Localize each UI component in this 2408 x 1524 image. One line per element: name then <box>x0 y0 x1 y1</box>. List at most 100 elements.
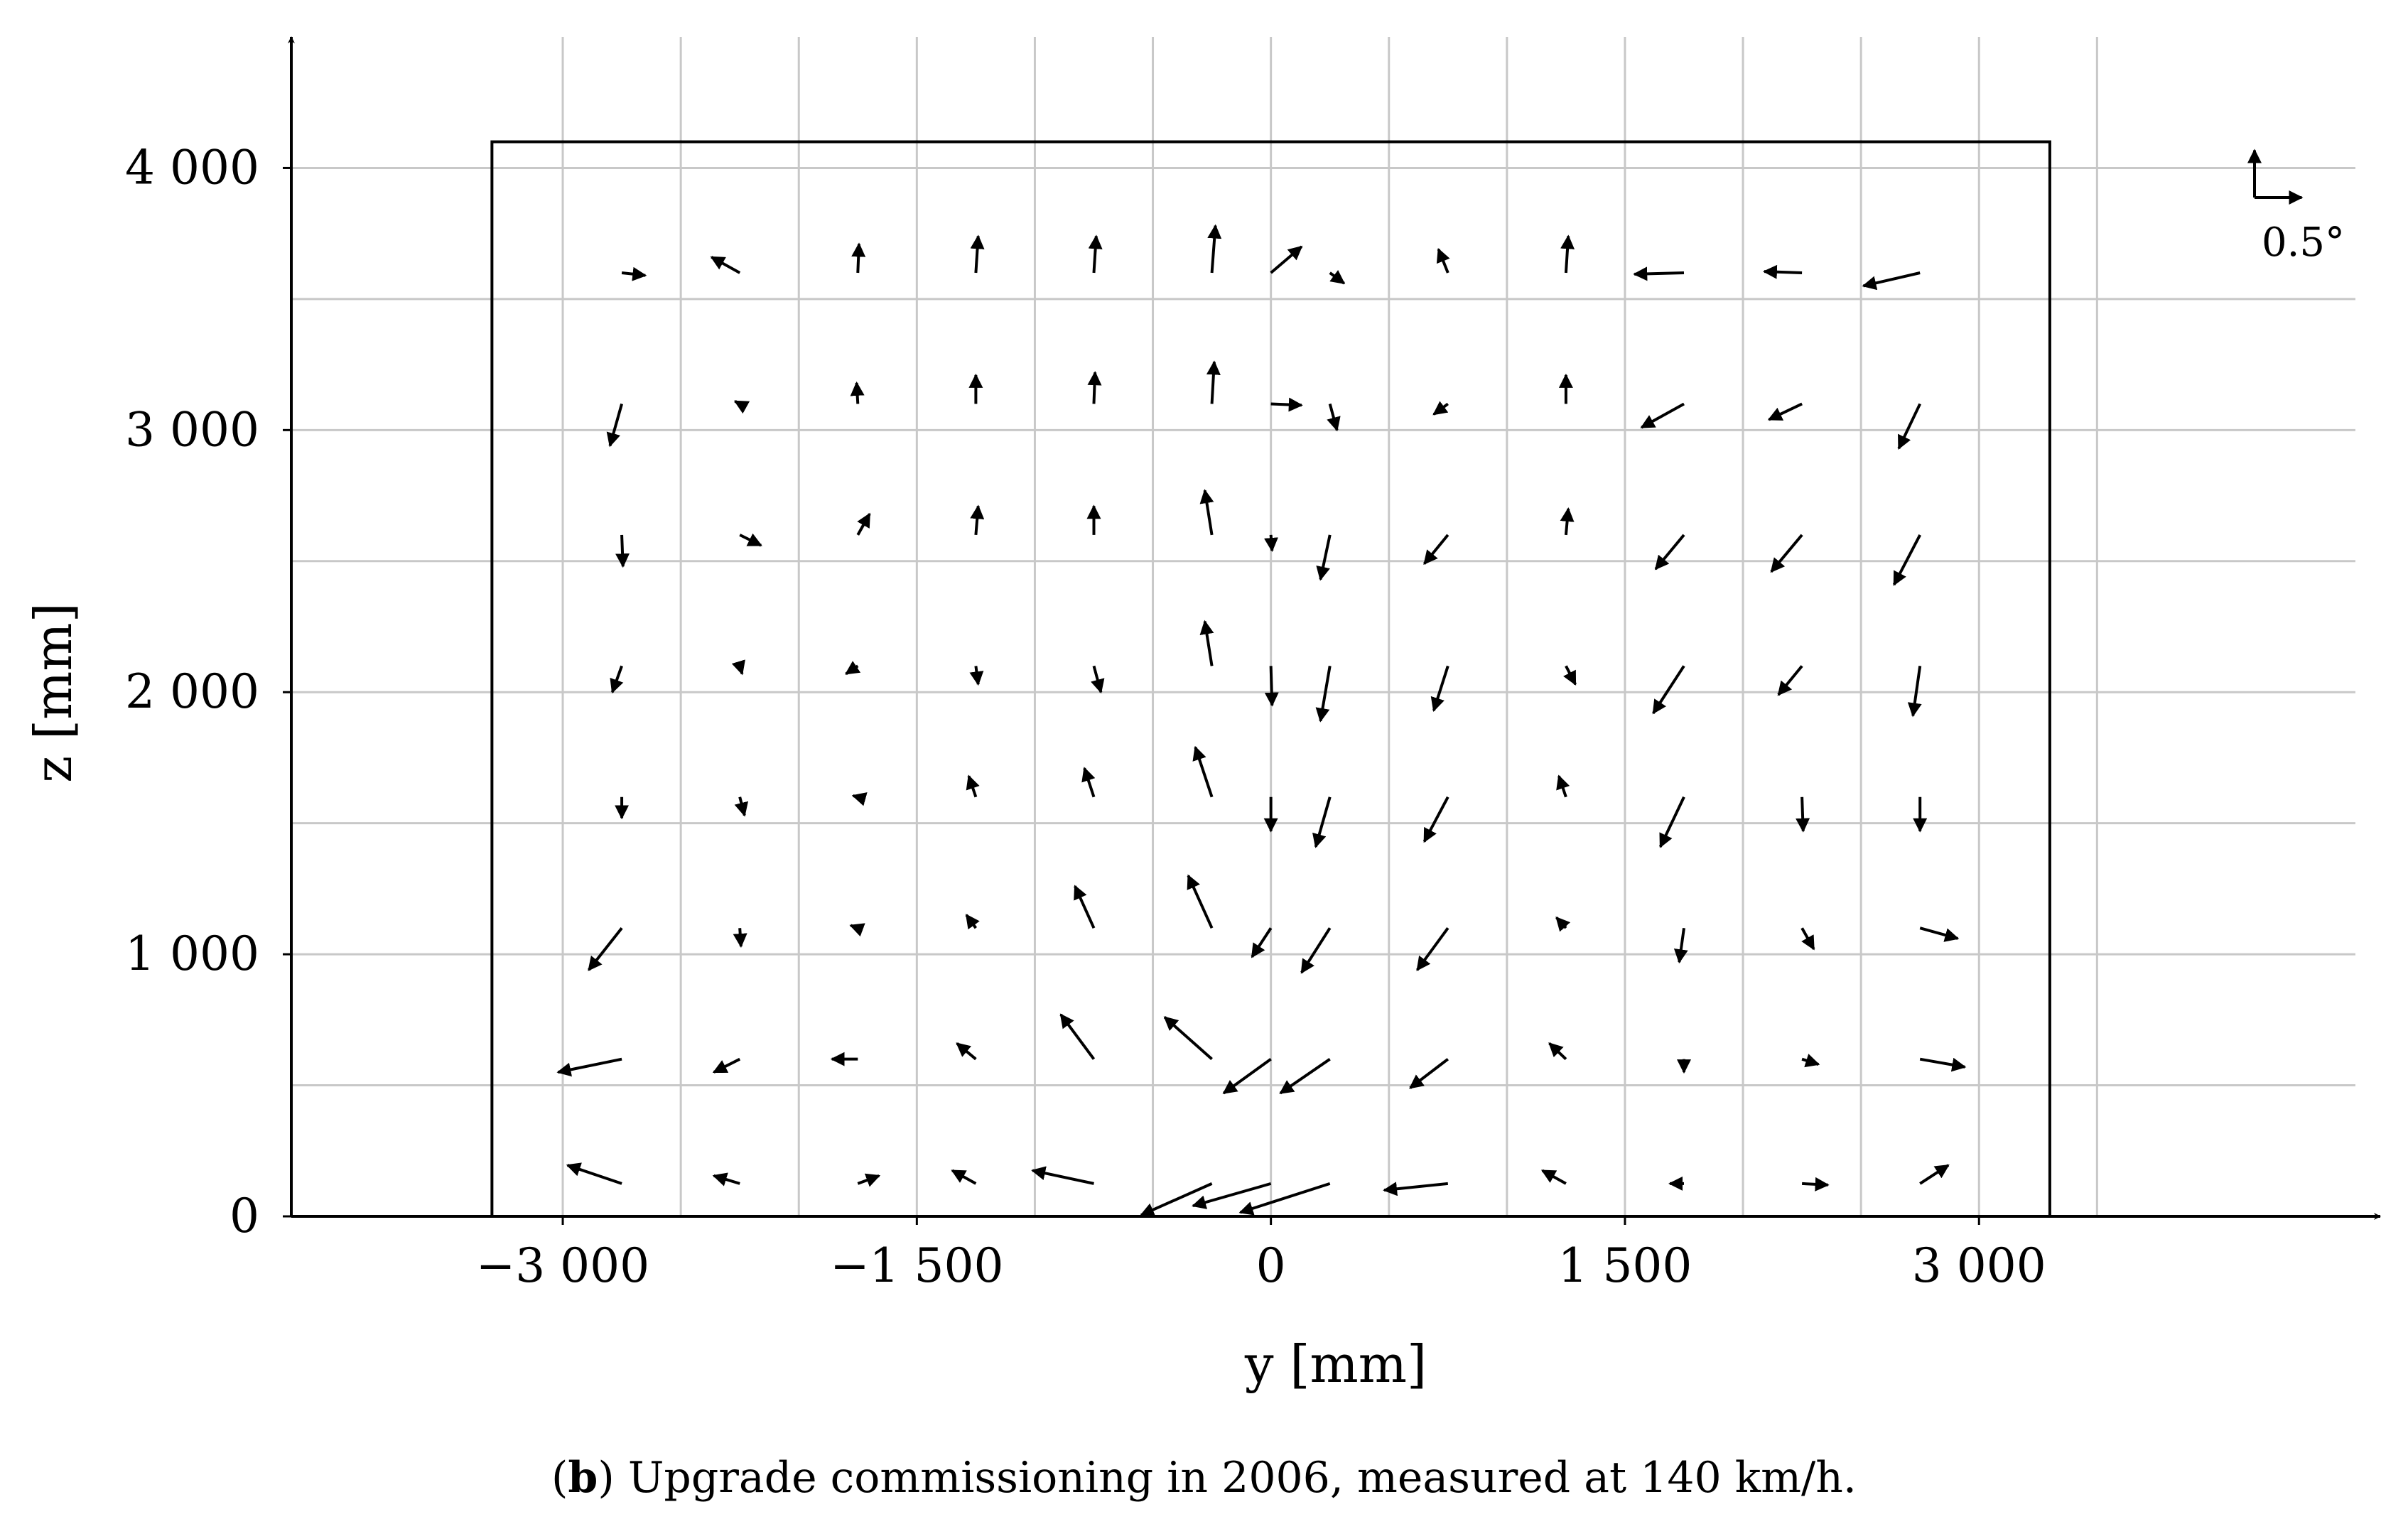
figure-caption: (b) Upgrade commissioning in 2006, measu… <box>551 1453 1857 1503</box>
vector-arrow <box>733 928 747 949</box>
vector-arrow <box>1315 665 1332 723</box>
y-tick-label: 1 000 <box>125 926 259 981</box>
vector-arrow <box>734 796 749 817</box>
vector-arrow <box>1059 1013 1096 1060</box>
vector-arrow <box>1862 271 1921 291</box>
vector-arrow <box>1796 796 1810 833</box>
vector-arrow <box>1140 1182 1213 1216</box>
vector-arrow <box>1423 534 1449 566</box>
vector-arrow <box>556 1057 622 1077</box>
vector-arrow <box>1091 665 1105 694</box>
vector-arrow <box>849 923 865 937</box>
axes <box>283 36 2381 1225</box>
vector-arrow <box>1430 665 1449 712</box>
vector-arrow <box>1270 245 1303 274</box>
vector-arrow <box>1199 620 1214 666</box>
vector-arrow <box>851 792 868 806</box>
vector-arrow <box>1206 360 1221 404</box>
vector-arrow <box>1652 665 1685 715</box>
vector-arrow <box>1762 264 1803 279</box>
vector-arrow <box>1563 665 1577 686</box>
vector-arrow <box>970 234 985 274</box>
x-tick-label: 1 500 <box>1557 1238 1692 1293</box>
y-tick-label: 4 000 <box>125 140 259 195</box>
vector-arrow <box>1263 534 1278 553</box>
vector-arrow <box>731 659 745 676</box>
vector-arrow <box>1770 534 1803 573</box>
scale-arrow: 0.5° <box>2247 148 2345 266</box>
vector-arrow <box>1432 401 1449 416</box>
x-axis-label: y [mm] <box>1244 1334 1427 1394</box>
vector-arrow <box>1327 403 1341 432</box>
vector-arrow <box>1800 927 1815 951</box>
y-tick-label: 2 000 <box>125 664 259 719</box>
vector-arrow <box>1897 403 1922 450</box>
vector-arrow <box>733 400 750 414</box>
vector-arrow <box>1207 224 1222 274</box>
vector-arrow <box>1163 1016 1213 1061</box>
vector-arrow <box>969 666 984 686</box>
vector-arrow <box>606 403 624 448</box>
vector-arrow <box>710 256 741 274</box>
vector-arrow <box>1658 796 1685 848</box>
vector-arrow <box>1074 885 1096 929</box>
vector-arrow <box>951 1169 977 1185</box>
vector-arrow <box>1919 926 1960 942</box>
vector-arrow <box>1087 371 1102 404</box>
caption-text: ) Upgrade commissioning in 2006, measure… <box>598 1453 1857 1503</box>
caption-label: b <box>568 1453 598 1503</box>
y-axis-label: z [mm] <box>23 602 83 783</box>
scale-label: 0.5° <box>2262 220 2345 266</box>
vector-arrow <box>1081 767 1096 798</box>
vector-arrow <box>1300 927 1332 974</box>
vector-arrow <box>712 1172 740 1187</box>
vector-arrow <box>1270 397 1303 412</box>
vector-arrow <box>1556 774 1570 798</box>
vector-arrow <box>965 914 980 930</box>
vector-arrow <box>1436 247 1450 274</box>
vector-arrow <box>1919 1164 1950 1185</box>
vector-arrow <box>1422 796 1449 843</box>
vector-arrow <box>588 926 623 971</box>
vector-arrow <box>739 533 762 547</box>
vector-arrow <box>1540 1169 1567 1185</box>
grid <box>291 37 2355 1216</box>
vector-arrow <box>1801 1054 1820 1068</box>
vector-arrow <box>1802 1177 1830 1191</box>
x-tick-label: −1 500 <box>830 1238 1003 1293</box>
vector-arrow <box>1654 534 1685 571</box>
vector-arrow <box>1548 1042 1567 1061</box>
vector-arrow <box>1316 534 1332 581</box>
vector-arrow <box>1329 270 1346 285</box>
vector-arrow <box>1919 1057 1967 1072</box>
vector-arrow <box>970 504 985 536</box>
vector-arrow <box>966 774 980 798</box>
vector-arrow <box>1907 666 1922 718</box>
vector-arrow <box>845 661 861 676</box>
vector-arrow <box>850 381 865 404</box>
vector-arrow <box>1031 1166 1094 1185</box>
vector-field <box>556 224 1967 1216</box>
vector-arrow <box>1187 874 1214 929</box>
vector-arrow <box>1238 1182 1331 1216</box>
vector-arrow <box>621 266 647 281</box>
vector-arrow <box>857 1173 881 1187</box>
vector-arrow <box>1560 234 1575 274</box>
x-tick-label: 0 <box>1256 1238 1286 1293</box>
y-tick-label: 3 000 <box>125 402 259 457</box>
vector-arrow <box>1192 1182 1272 1209</box>
vector-arrow <box>1312 796 1332 848</box>
vector-arrow <box>1640 402 1685 429</box>
vector-arrow <box>1251 927 1273 958</box>
vector-arrow <box>1192 745 1214 798</box>
tick-labels: −3 000 −1 500 0 1 500 3 000 0 1 000 2 000 3 000 4… <box>125 140 2046 1293</box>
vector-arrow <box>610 665 624 694</box>
vector-arrow <box>956 1042 977 1061</box>
vector-arrow <box>1560 507 1575 536</box>
vector-arrow <box>615 534 630 568</box>
vector-arrow <box>851 242 866 274</box>
vector-arrow <box>1088 234 1103 274</box>
vector-arrow <box>1199 489 1214 536</box>
vector-arrow <box>1383 1182 1449 1196</box>
